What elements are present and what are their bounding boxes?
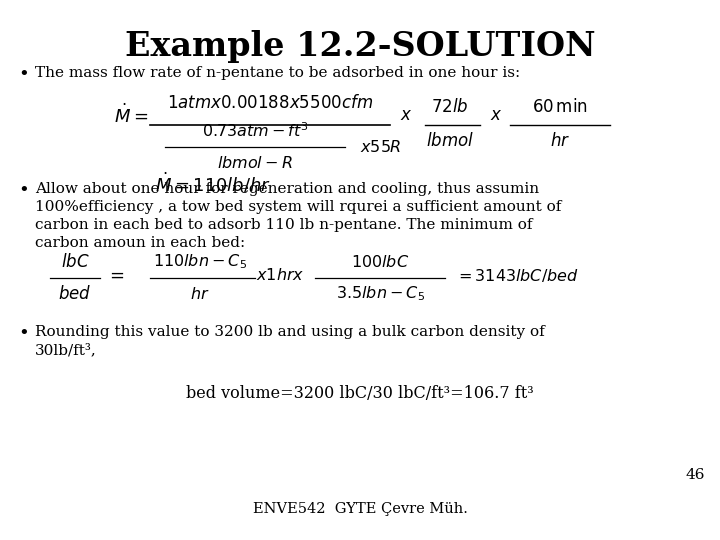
Text: $3.5lbn-C_5$: $3.5lbn-C_5$ bbox=[336, 285, 425, 303]
Text: $60\,\mathrm{min}$: $60\,\mathrm{min}$ bbox=[532, 98, 588, 116]
Text: •: • bbox=[18, 66, 29, 84]
Text: •: • bbox=[18, 325, 29, 343]
Text: $=$: $=$ bbox=[106, 266, 125, 284]
Text: $110lbn-C_5$: $110lbn-C_5$ bbox=[153, 253, 247, 271]
Text: 100%efficiency , a tow bed system will rqurei a sufficient amount of: 100%efficiency , a tow bed system will r… bbox=[35, 200, 562, 214]
Text: Example 12.2-SOLUTION: Example 12.2-SOLUTION bbox=[125, 30, 595, 63]
Text: $lbmol-R$: $lbmol-R$ bbox=[217, 155, 293, 171]
Text: $=3143lbC/bed$: $=3143lbC/bed$ bbox=[455, 267, 579, 284]
Text: Allow about one hour for regeneration and cooling, thus assumin: Allow about one hour for regeneration an… bbox=[35, 182, 539, 196]
Text: The mass flow rate of n-pentane to be adsorbed in one hour is:: The mass flow rate of n-pentane to be ad… bbox=[35, 66, 521, 80]
Text: $72lb$: $72lb$ bbox=[431, 98, 469, 116]
Text: carbon in each bed to adsorb 110 lb n-pentane. The minimum of: carbon in each bed to adsorb 110 lb n-pe… bbox=[35, 218, 533, 232]
Text: Rounding this value to 3200 lb and using a bulk carbon density of: Rounding this value to 3200 lb and using… bbox=[35, 325, 545, 339]
Text: ENVE542  GYTE Çevre Müh.: ENVE542 GYTE Çevre Müh. bbox=[253, 502, 467, 516]
Text: •: • bbox=[18, 182, 29, 200]
Text: carbon amoun in each bed:: carbon amoun in each bed: bbox=[35, 236, 246, 250]
Text: $100lbC$: $100lbC$ bbox=[351, 254, 409, 270]
Text: $1atmx0.00188x5500cfm$: $1atmx0.00188x5500cfm$ bbox=[167, 94, 373, 112]
Text: $x1hrx$: $x1hrx$ bbox=[256, 267, 304, 283]
Text: $bed$: $bed$ bbox=[58, 285, 91, 303]
Text: $lbC$: $lbC$ bbox=[60, 253, 89, 271]
Text: $hr$: $hr$ bbox=[190, 286, 210, 302]
Text: $\dot{M}=110lb/hr$: $\dot{M}=110lb/hr$ bbox=[155, 171, 271, 195]
Text: $0.73atm-ft^3$: $0.73atm-ft^3$ bbox=[202, 122, 308, 140]
Text: 46: 46 bbox=[685, 468, 705, 482]
Text: bed volume=3200 lbC/30 lbC/ft³=106.7 ft³: bed volume=3200 lbC/30 lbC/ft³=106.7 ft³ bbox=[186, 385, 534, 402]
Text: $x$: $x$ bbox=[400, 106, 413, 124]
Text: $x55R$: $x55R$ bbox=[360, 139, 401, 155]
Text: $hr$: $hr$ bbox=[550, 132, 570, 150]
Text: $x$: $x$ bbox=[490, 106, 503, 124]
Text: $lbmol$: $lbmol$ bbox=[426, 132, 474, 150]
Text: $\dot{M}=$: $\dot{M}=$ bbox=[114, 103, 148, 127]
Text: 30lb/ft³,: 30lb/ft³, bbox=[35, 343, 96, 357]
